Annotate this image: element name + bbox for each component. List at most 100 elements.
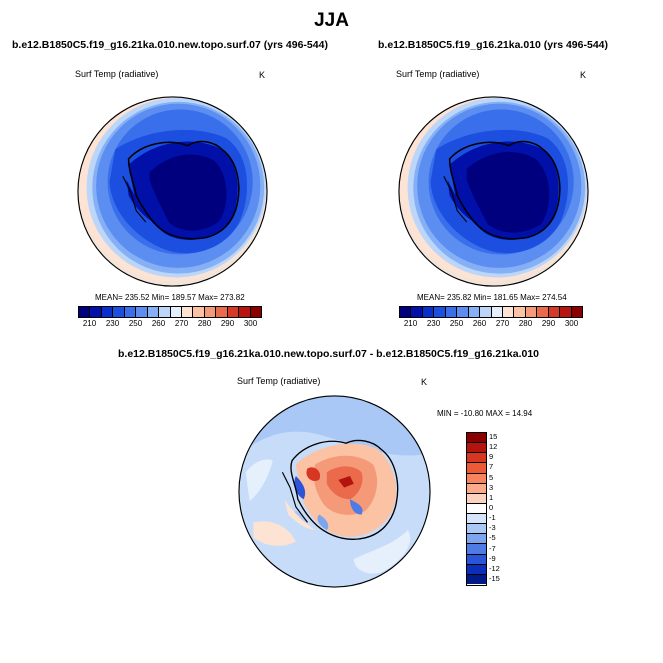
colorbar-tick-label: -9: [489, 553, 496, 563]
colorbar-tick-label: -12: [489, 563, 500, 573]
colorbar-cell: [90, 307, 102, 317]
colorbar-tick-label: -7: [489, 543, 496, 553]
colorbar-tick-label: 280: [197, 319, 212, 328]
colorbar-cell: [250, 307, 261, 317]
colorbar-cell: [467, 433, 486, 444]
colorbar-cell: [467, 503, 486, 514]
colorbar-cell: [548, 307, 561, 317]
colorbar-cell: [457, 307, 469, 317]
colorbar-tick-label: 300: [564, 319, 579, 328]
diff-panel-title: b.e12.B1850C5.f19_g16.21ka.010.new.topo.…: [118, 348, 540, 360]
right-units-label: K: [580, 70, 587, 80]
colorbar-cell: [468, 307, 481, 317]
colorbar-cell: [467, 473, 486, 484]
colorbar-cell: [502, 307, 515, 317]
colorbar-cell: [136, 307, 148, 317]
colorbar-tick-label: 5: [489, 472, 494, 482]
left-panel-title: b.e12.B1850C5.f19_g16.21ka.010.new.topo.…: [12, 39, 328, 51]
right-colorbar: [399, 306, 583, 318]
colorbar-cell: [514, 307, 526, 317]
colorbar-tick-label: 250: [449, 319, 464, 328]
colorbar-cell: [411, 307, 423, 317]
right-variable-label: Surf Temp (radiative): [396, 69, 480, 79]
colorbar-cell: [467, 463, 486, 474]
diff-colorbar-ticks: 15 12 9 7 5 3 1 0 -1 -3 -5 -7 -9 -12 -15: [489, 432, 519, 584]
colorbar-cell: [147, 307, 160, 317]
diff-stats: MIN = -10.80 MAX = 14.94: [437, 409, 533, 418]
colorbar-tick-label: 7: [489, 462, 494, 472]
colorbar-tick-label: 230: [105, 319, 120, 328]
colorbar-cell: [467, 574, 486, 584]
colorbar-tick-label: -15: [489, 573, 500, 583]
colorbar-cell: [537, 307, 549, 317]
colorbar-tick-label: -3: [489, 523, 496, 533]
colorbar-cell: [467, 534, 486, 545]
left-colorbar: [78, 306, 262, 318]
colorbar-tick-label: 260: [151, 319, 166, 328]
colorbar-cell: [467, 514, 486, 525]
colorbar-tick-label: 0: [489, 503, 494, 512]
left-variable-label: Surf Temp (radiative): [75, 69, 159, 79]
colorbar-cell: [467, 564, 486, 575]
diff-units-label: K: [421, 377, 428, 387]
colorbar-cell: [227, 307, 240, 317]
colorbar-cell: [113, 307, 125, 317]
colorbar-tick-label: 290: [541, 319, 556, 328]
left-stats: MEAN= 235.52 Min= 189.57 Max= 273.82: [95, 293, 245, 302]
diff-variable-label: Surf Temp (radiative): [237, 376, 321, 386]
colorbar-cell: [491, 307, 503, 317]
colorbar-cell: [400, 307, 412, 317]
colorbar-tick-label: 230: [426, 319, 441, 328]
colorbar-cell: [467, 524, 486, 535]
colorbar-tick-label: 15: [489, 432, 498, 442]
left-colorbar-ticks: 210 230 250 260 270 280 290 300: [78, 319, 262, 331]
colorbar-tick-label: 300: [243, 319, 258, 328]
right-colorbar-ticks: 210 230 250 260 270 280 290 300: [399, 319, 583, 331]
figure-title: JJA: [314, 10, 349, 31]
colorbar-tick-label: 270: [174, 319, 189, 328]
left-units-label: K: [259, 70, 266, 80]
colorbar-cell: [525, 307, 538, 317]
colorbar-tick-label: 3: [489, 482, 494, 492]
right-panel-title: b.e12.B1850C5.f19_g16.21ka.010 (yrs 496-…: [378, 39, 608, 51]
colorbar-cell: [467, 493, 486, 504]
left-polar-map: [77, 96, 268, 287]
colorbar-cell: [124, 307, 137, 317]
colorbar-cell: [467, 483, 486, 494]
colorbar-cell: [467, 453, 486, 464]
colorbar-cell: [422, 307, 435, 317]
colorbar-tick-label: 9: [489, 452, 494, 462]
colorbar-tick-label: 210: [82, 319, 97, 328]
colorbar-cell: [239, 307, 251, 317]
colorbar-tick-label: 12: [489, 442, 498, 452]
colorbar-tick-label: 290: [220, 319, 235, 328]
colorbar-cell: [560, 307, 572, 317]
colorbar-cell: [467, 554, 486, 565]
colorbar-tick-label: -5: [489, 533, 496, 543]
colorbar-tick-label: 1: [489, 492, 494, 502]
colorbar-cell: [445, 307, 458, 317]
colorbar-tick-label: 210: [403, 319, 418, 328]
colorbar-cell: [181, 307, 194, 317]
colorbar-cell: [467, 544, 486, 555]
colorbar-tick-label: 270: [495, 319, 510, 328]
colorbar-tick-label: 260: [472, 319, 487, 328]
colorbar-cell: [101, 307, 114, 317]
colorbar-cell: [159, 307, 171, 317]
colorbar-tick-label: 280: [518, 319, 533, 328]
colorbar-tick-label: -1: [489, 513, 496, 523]
colorbar-cell: [480, 307, 492, 317]
right-stats: MEAN= 235.82 Min= 181.65 Max= 274.54: [417, 293, 567, 302]
colorbar-cell: [170, 307, 182, 317]
colorbar-cell: [467, 443, 486, 454]
colorbar-cell: [434, 307, 446, 317]
colorbar-cell: [571, 307, 582, 317]
colorbar-cell: [204, 307, 217, 317]
colorbar-cell: [193, 307, 205, 317]
colorbar-cell: [79, 307, 91, 317]
colorbar-cell: [216, 307, 228, 317]
colorbar-tick-label: 250: [128, 319, 143, 328]
right-polar-map: [398, 96, 589, 287]
diff-colorbar: [466, 432, 487, 586]
diff-polar-map: [238, 395, 431, 588]
